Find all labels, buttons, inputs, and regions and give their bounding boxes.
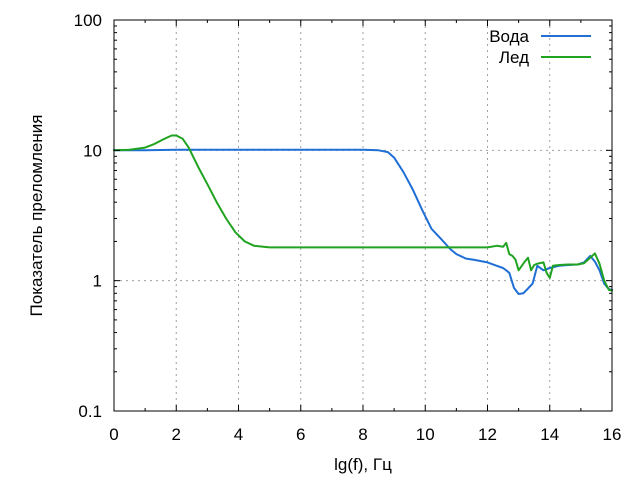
y-tick-label: 10	[83, 141, 102, 160]
y-tick-label: 0.1	[78, 402, 102, 421]
legend: Вода Лед	[489, 27, 591, 67]
x-tick-label: 0	[109, 425, 118, 444]
plot-frame	[113, 19, 613, 412]
x-tick-label: 6	[296, 425, 305, 444]
legend-label: Вода	[489, 27, 529, 46]
y-tick-labels: 0.1 1 10 100	[74, 11, 102, 421]
legend-label: Лед	[499, 48, 529, 67]
axis-ticks	[113, 19, 613, 412]
x-tick-label: 12	[478, 425, 497, 444]
x-tick-label: 16	[603, 425, 622, 444]
x-tick-label: 8	[358, 425, 367, 444]
x-axis-label: lg(f), Гц	[334, 455, 392, 474]
y-tick-label: 1	[93, 272, 102, 291]
x-tick-label: 4	[234, 425, 243, 444]
series-line-Лед	[113, 134, 613, 292]
x-tick-label: 14	[540, 425, 559, 444]
grid	[114, 20, 612, 411]
series-lines	[113, 134, 613, 295]
x-tick-labels: 0 2 4 6 8 10 12 14 16	[109, 425, 621, 444]
x-tick-label: 10	[416, 425, 435, 444]
y-tick-label: 100	[74, 11, 102, 30]
y-axis-label: Показатель преломления	[27, 115, 46, 317]
x-tick-label: 2	[172, 425, 181, 444]
